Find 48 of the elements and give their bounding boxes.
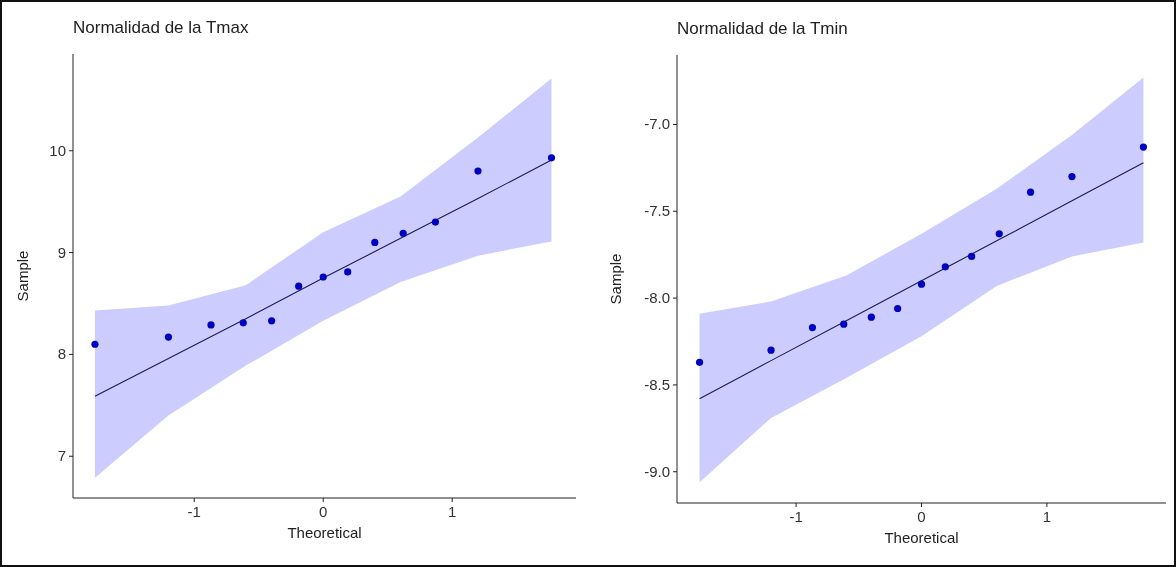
x-tick-label: -1 (187, 503, 201, 520)
point (547, 154, 556, 162)
y-tick-label: -8.5 (644, 375, 670, 393)
y-tick-label: -9.0 (644, 462, 670, 480)
point (207, 321, 215, 329)
point (371, 238, 379, 246)
point (867, 313, 875, 321)
x-axis-title: Theoretical (884, 529, 959, 546)
point (91, 340, 99, 348)
y-tick-label: 8 (57, 345, 66, 363)
point (164, 333, 173, 341)
x-tick-label: 0 (319, 503, 328, 520)
point (995, 230, 1003, 238)
point (917, 280, 926, 288)
point (695, 358, 704, 366)
point (268, 317, 276, 325)
point (1068, 172, 1076, 181)
y-tick-label: -7.0 (644, 115, 670, 133)
x-axis-title: Theoretical (287, 524, 362, 541)
chart-title: Normalidad de la Tmin (677, 19, 848, 38)
x-tick-label: 1 (448, 503, 457, 520)
point (474, 167, 482, 175)
point (1139, 143, 1148, 151)
point (840, 320, 848, 328)
point (295, 282, 303, 290)
y-tick-label: 7 (57, 447, 66, 465)
x-tick-label: 1 (1042, 508, 1052, 525)
point (239, 319, 247, 327)
point (941, 263, 949, 271)
y-tick-label: -7.5 (644, 202, 670, 220)
x-tick-label: -1 (789, 508, 803, 525)
chart-title: Normalidad de la Tmax (73, 18, 249, 37)
y-axis-title: Sample (607, 253, 624, 305)
y-axis-title: Sample (14, 250, 31, 302)
x-tick-label: 0 (917, 508, 926, 525)
y-tick-label: 9 (57, 243, 66, 261)
point (431, 218, 440, 226)
line-series (699, 162, 1144, 400)
point (968, 252, 976, 261)
point (319, 273, 327, 281)
point (767, 346, 775, 354)
y-tick-label: -8.0 (644, 289, 670, 307)
point (399, 229, 407, 237)
point (1026, 188, 1035, 196)
point (808, 324, 817, 332)
y-tick-label: 10 (49, 141, 66, 159)
point (344, 268, 352, 276)
point (894, 304, 902, 313)
